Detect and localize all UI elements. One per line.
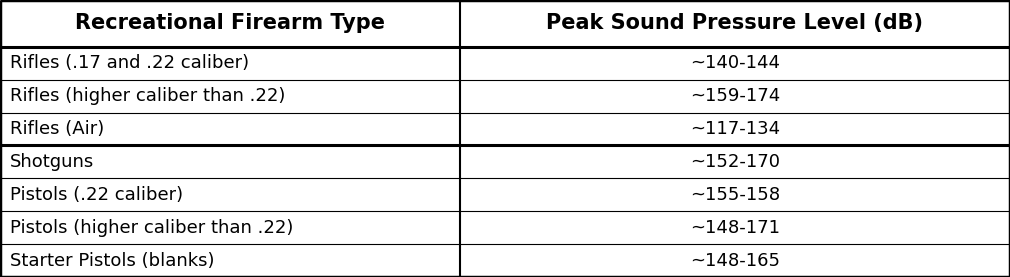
Bar: [0, 47, 460, 80]
Text: Rifles (.17 and .22 caliber): Rifles (.17 and .22 caliber): [10, 54, 249, 72]
Bar: [460, 0, 1010, 47]
Bar: [0, 178, 460, 211]
Bar: [0, 145, 460, 178]
Text: Shotguns: Shotguns: [10, 153, 94, 171]
Text: ~148-165: ~148-165: [690, 252, 780, 270]
Text: Rifles (higher caliber than .22): Rifles (higher caliber than .22): [10, 87, 286, 105]
Text: Recreational Firearm Type: Recreational Firearm Type: [75, 13, 385, 34]
Bar: [460, 211, 1010, 244]
Text: ~148-171: ~148-171: [690, 219, 780, 237]
Text: ~117-134: ~117-134: [690, 120, 780, 138]
Bar: [460, 178, 1010, 211]
Bar: [460, 112, 1010, 145]
Text: ~155-158: ~155-158: [690, 186, 780, 204]
Bar: [460, 80, 1010, 112]
Bar: [460, 47, 1010, 80]
Text: Peak Sound Pressure Level (dB): Peak Sound Pressure Level (dB): [546, 13, 923, 34]
Text: Starter Pistols (blanks): Starter Pistols (blanks): [10, 252, 214, 270]
Text: ~159-174: ~159-174: [690, 87, 780, 105]
Bar: [0, 80, 460, 112]
Bar: [460, 145, 1010, 178]
Bar: [0, 244, 460, 277]
Text: ~140-144: ~140-144: [690, 54, 780, 72]
Bar: [0, 211, 460, 244]
Text: ~152-170: ~152-170: [690, 153, 780, 171]
Text: Pistols (higher caliber than .22): Pistols (higher caliber than .22): [10, 219, 294, 237]
Bar: [460, 244, 1010, 277]
Bar: [0, 112, 460, 145]
Text: Rifles (Air): Rifles (Air): [10, 120, 104, 138]
Bar: [0, 0, 460, 47]
Text: Pistols (.22 caliber): Pistols (.22 caliber): [10, 186, 183, 204]
